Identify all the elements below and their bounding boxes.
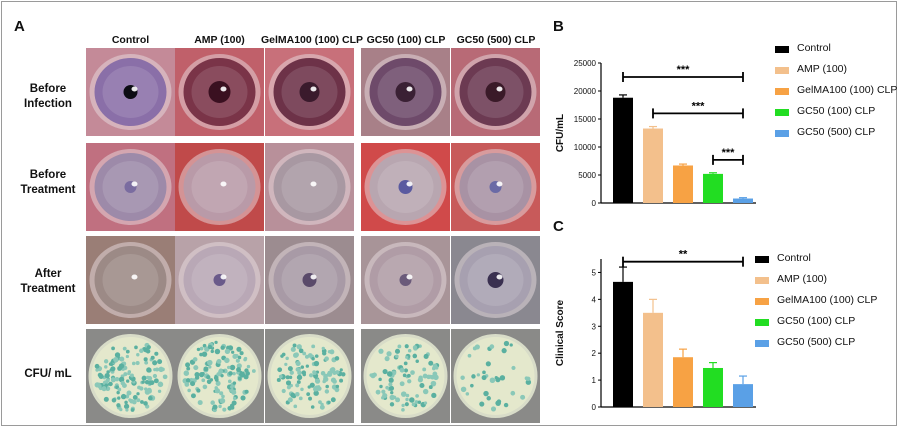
- legend-label: AMP (100): [797, 63, 847, 75]
- eye-photo: [265, 48, 354, 136]
- bar-1: [613, 281, 633, 407]
- legend-swatch: [755, 319, 769, 326]
- eye-photo: [86, 236, 175, 324]
- legend-label: GelMA100 (100) CLP: [797, 84, 898, 96]
- y-tick-label: 2: [592, 349, 597, 358]
- eye-photo: [451, 143, 540, 231]
- significance-label: ***: [722, 147, 736, 159]
- legend-swatch: [755, 298, 769, 305]
- y-tick-label: 1: [592, 376, 597, 385]
- y-tick-label: 25000: [574, 59, 597, 68]
- y-axis-label: Clinical Score: [555, 299, 566, 366]
- bar-4: [703, 367, 723, 407]
- legend-swatch: [755, 256, 769, 263]
- legend-label: Control: [797, 42, 831, 54]
- agar-plate-photo: [451, 329, 540, 423]
- row-label-after-treatment: After Treatment: [20, 268, 76, 295]
- legend-swatch: [775, 88, 789, 95]
- row-label-before-treatment: Before Treatment: [20, 169, 76, 196]
- legend-swatch: [755, 277, 769, 284]
- bar-3: [673, 165, 693, 203]
- significance-label: ***: [677, 64, 691, 76]
- y-tick-label: 5: [592, 268, 597, 277]
- legend-swatch: [755, 340, 769, 347]
- legend-label: AMP (100): [777, 273, 827, 285]
- y-tick-label: 15000: [574, 115, 597, 124]
- eye-photo: [86, 48, 175, 136]
- y-axis-label: CFU/mL: [555, 114, 566, 152]
- y-tick-label: 5000: [578, 171, 596, 180]
- agar-plate-photo: [361, 329, 450, 423]
- chart-c: 0 1 2 3 4 5 Clinical Score **: [555, 249, 756, 412]
- legend-label: Control: [777, 252, 811, 264]
- bar-1: [613, 97, 633, 203]
- eye-photo: [175, 236, 264, 324]
- row-label-cfu: CFU/ mL: [24, 368, 72, 380]
- y-tick-label: 0: [592, 403, 597, 412]
- panel-a-letter: A: [14, 18, 25, 35]
- eye-photo: [86, 143, 175, 231]
- y-tick-label: 3: [592, 322, 597, 331]
- agar-plate-photo: [265, 329, 354, 423]
- legend-swatch: [775, 67, 789, 74]
- legend-label: GC50 (500) CLP: [777, 336, 856, 348]
- row-label-before-infection: Before Infection: [24, 83, 72, 110]
- agar-plate-photo: [175, 329, 264, 423]
- column-header-amp: AMP (100): [194, 34, 245, 46]
- legend-swatch: [775, 46, 789, 53]
- column-header-gc50-100: GC50 (100) CLP: [366, 34, 446, 46]
- legend-label: GelMA100 (100) CLP: [777, 294, 878, 306]
- figure-frame: [1, 1, 897, 426]
- column-header-control: Control: [111, 34, 150, 46]
- agar-plate-photo: [86, 329, 175, 423]
- significance-label: ***: [692, 100, 706, 112]
- chart-b: 0 5000 10000 15000 20000 25000 CFU/mL *** *** ***: [555, 59, 756, 208]
- eye-photo: [361, 143, 450, 231]
- panel-b-letter: B: [553, 18, 564, 35]
- eye-photo: [265, 143, 354, 231]
- bar-5: [733, 384, 753, 407]
- bar-5: [733, 198, 753, 203]
- eye-photo: [265, 236, 354, 324]
- column-header-gelma: GelMA100 (100) CLP: [260, 34, 364, 46]
- bar-3: [673, 357, 693, 407]
- eye-photo: [361, 48, 450, 136]
- legend-swatch: [775, 109, 789, 116]
- y-tick-label: 20000: [574, 87, 597, 96]
- legend-swatch: [775, 130, 789, 137]
- eye-photo: [451, 48, 540, 136]
- y-tick-label: 10000: [574, 143, 597, 152]
- legend-label: GC50 (100) CLP: [777, 315, 856, 327]
- legend-label: GC50 (500) CLP: [797, 126, 876, 138]
- eye-photo: [175, 48, 264, 136]
- bar-2: [643, 312, 663, 407]
- column-header-gc50-500: GC50 (500) CLP: [456, 34, 536, 46]
- eye-photo: [451, 236, 540, 324]
- significance-label: **: [679, 249, 688, 261]
- eye-photo: [361, 236, 450, 324]
- y-tick-label: 4: [592, 295, 597, 304]
- eye-photo: [175, 143, 264, 231]
- panel-c-letter: C: [553, 218, 564, 235]
- legend-label: GC50 (100) CLP: [797, 105, 876, 117]
- bar-4: [703, 173, 723, 203]
- y-tick-label: 0: [592, 199, 597, 208]
- bar-2: [643, 128, 663, 203]
